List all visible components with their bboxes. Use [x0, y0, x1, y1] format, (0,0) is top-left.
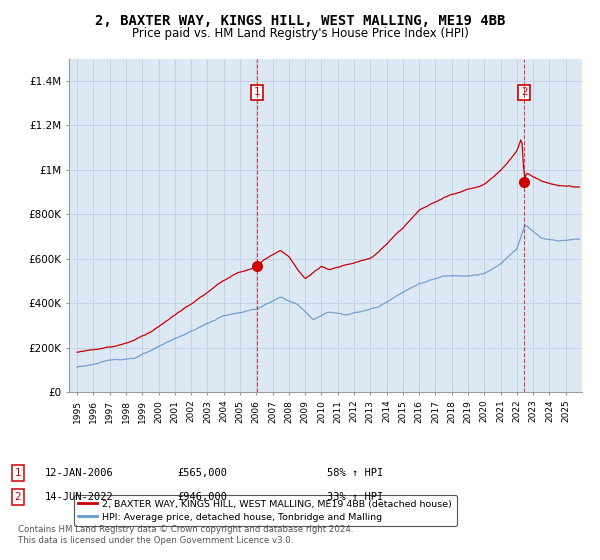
Text: 1: 1	[254, 87, 260, 97]
Text: £565,000: £565,000	[177, 468, 227, 478]
Legend: 2, BAXTER WAY, KINGS HILL, WEST MALLING, ME19 4BB (detached house), HPI: Average: 2, BAXTER WAY, KINGS HILL, WEST MALLING,…	[74, 495, 457, 526]
Text: 1: 1	[14, 468, 22, 478]
Text: £946,000: £946,000	[177, 492, 227, 502]
Text: 58% ↑ HPI: 58% ↑ HPI	[327, 468, 383, 478]
Text: Contains HM Land Registry data © Crown copyright and database right 2024.
This d: Contains HM Land Registry data © Crown c…	[18, 525, 353, 545]
Text: 33% ↑ HPI: 33% ↑ HPI	[327, 492, 383, 502]
Text: 12-JAN-2006: 12-JAN-2006	[45, 468, 114, 478]
Text: 2: 2	[14, 492, 22, 502]
Text: 2: 2	[521, 87, 527, 97]
Text: 2, BAXTER WAY, KINGS HILL, WEST MALLING, ME19 4BB: 2, BAXTER WAY, KINGS HILL, WEST MALLING,…	[95, 14, 505, 28]
Text: 14-JUN-2022: 14-JUN-2022	[45, 492, 114, 502]
Text: Price paid vs. HM Land Registry's House Price Index (HPI): Price paid vs. HM Land Registry's House …	[131, 27, 469, 40]
